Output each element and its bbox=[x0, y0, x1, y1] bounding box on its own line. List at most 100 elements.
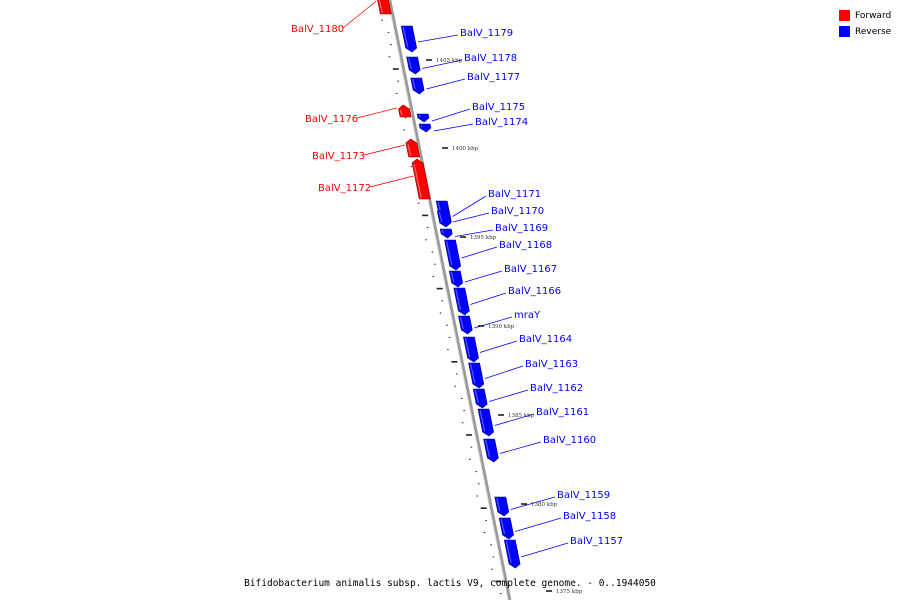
gene-arrow bbox=[483, 438, 499, 463]
position-tick-label: 1375 kbp bbox=[556, 589, 583, 595]
backbone-line bbox=[388, 0, 512, 600]
gene-arrow bbox=[463, 336, 479, 363]
gene-leader-line bbox=[431, 108, 471, 122]
position-tick-label: 1395 kbp bbox=[470, 235, 497, 241]
legend: Forward Reverse bbox=[839, 8, 899, 40]
position-tick-label: 1380 kbp bbox=[531, 502, 558, 508]
gene-highlight bbox=[402, 26, 409, 48]
gene-arrow bbox=[406, 56, 421, 75]
gene-feature bbox=[498, 517, 514, 540]
gene-feature bbox=[483, 438, 499, 463]
legend-item-forward: Forward bbox=[839, 8, 899, 23]
minor-tick-marks bbox=[381, 7, 502, 595]
backbone-shadow bbox=[387, 0, 510, 600]
gene-leader-line bbox=[433, 123, 474, 132]
gene-label: mraY bbox=[514, 310, 541, 321]
gene-feature bbox=[453, 287, 470, 316]
gene-label: BalV_1175 bbox=[472, 102, 525, 113]
gene-leader-line bbox=[342, 0, 377, 29]
gene-highlight bbox=[500, 518, 506, 535]
gene-feature bbox=[411, 158, 431, 200]
gene-label: BalV_1172 bbox=[318, 183, 371, 194]
gene-arrow bbox=[411, 158, 431, 200]
gene-leader-line bbox=[484, 365, 524, 379]
gene-feature bbox=[410, 77, 425, 95]
gene-arrow bbox=[448, 270, 464, 288]
gene-label: BalV_1179 bbox=[460, 28, 513, 39]
gene-arrow bbox=[444, 239, 462, 271]
gene-highlight bbox=[378, 0, 383, 14]
gene-arrow bbox=[436, 210, 452, 228]
gene-feature bbox=[416, 113, 430, 123]
gene-leader-line bbox=[470, 292, 507, 305]
gene-highlight bbox=[420, 124, 423, 128]
gene-label: BalV_1168 bbox=[499, 240, 552, 251]
gene-feature bbox=[400, 25, 418, 53]
gene-feature bbox=[468, 362, 485, 389]
position-tick-label: 1400 kbp bbox=[452, 146, 479, 152]
gene-leader-line bbox=[520, 542, 569, 558]
gene-feature bbox=[398, 104, 412, 118]
gene-arrow bbox=[400, 25, 418, 53]
gene-arrow bbox=[498, 517, 514, 540]
position-tick-label: 1385 kbp bbox=[508, 413, 535, 419]
gene-highlight bbox=[464, 337, 471, 358]
gene-highlight bbox=[450, 271, 455, 283]
gene-feature bbox=[439, 228, 453, 239]
gene-label: BalV_1178 bbox=[464, 53, 517, 64]
gene-label: BalV_1173 bbox=[312, 151, 365, 162]
gene-arrow bbox=[453, 287, 470, 316]
gene-feature bbox=[406, 56, 421, 75]
legend-forward-label: Forward bbox=[855, 10, 892, 21]
gene-highlight bbox=[479, 409, 486, 432]
gene-feature bbox=[448, 270, 464, 288]
gene-arrow bbox=[468, 362, 485, 389]
gene-highlight bbox=[485, 439, 490, 458]
gene-leader-line bbox=[422, 59, 463, 69]
legend-item-reverse: Reverse bbox=[839, 24, 899, 39]
gene-leader-line bbox=[452, 212, 490, 223]
gene-feature bbox=[418, 123, 432, 133]
gene-arrow bbox=[494, 496, 510, 517]
gene-leader-line bbox=[499, 441, 542, 454]
gene-label: BalV_1163 bbox=[525, 359, 578, 370]
gene-label: BalV_1176 bbox=[305, 114, 358, 125]
gene-features: BalV_1180 BalV_1179 BalV_1178 BalV_1177 BalV… bbox=[291, 0, 623, 569]
gene-leader-line bbox=[494, 413, 535, 426]
gene-arrow bbox=[377, 0, 392, 15]
gene-label: BalV_1158 bbox=[563, 511, 616, 522]
gene-leader-line bbox=[464, 270, 503, 283]
gene-highlight bbox=[441, 229, 444, 234]
gene-label: BalV_1180 bbox=[291, 24, 344, 35]
gene-label: BalV_1162 bbox=[530, 383, 583, 394]
gene-feature bbox=[503, 539, 521, 569]
gene-highlight bbox=[438, 211, 443, 223]
gene-feature bbox=[463, 336, 479, 363]
gene-label: BalV_1177 bbox=[467, 72, 520, 83]
gene-highlight bbox=[399, 109, 403, 117]
gene-label: BalV_1161 bbox=[536, 407, 589, 418]
gene-label: BalV_1167 bbox=[504, 264, 557, 275]
gene-leader-line bbox=[356, 107, 397, 119]
gene-leader-line bbox=[455, 229, 494, 237]
position-tick-label: 1405 kbp bbox=[436, 58, 463, 64]
gene-arrow bbox=[458, 315, 473, 335]
position-tick-label: 1390 kbp bbox=[488, 324, 515, 330]
gene-leader-line bbox=[369, 175, 414, 188]
gene-feature bbox=[444, 239, 462, 271]
gene-label: BalV_1166 bbox=[508, 286, 561, 297]
gene-leader-line bbox=[452, 195, 487, 217]
gene-label: BalV_1171 bbox=[488, 189, 541, 200]
genome-backbone bbox=[387, 0, 512, 600]
gene-feature bbox=[436, 210, 452, 228]
gene-label: BalV_1160 bbox=[543, 435, 596, 446]
gene-highlight bbox=[470, 363, 476, 384]
gene-leader-line bbox=[417, 34, 459, 43]
gene-arrow bbox=[503, 539, 521, 569]
gene-leader-line bbox=[461, 246, 498, 259]
gene-leader-line bbox=[488, 389, 529, 402]
gene-feature bbox=[494, 496, 510, 517]
gene-leader-line bbox=[479, 340, 518, 353]
gene-highlight bbox=[496, 497, 501, 512]
